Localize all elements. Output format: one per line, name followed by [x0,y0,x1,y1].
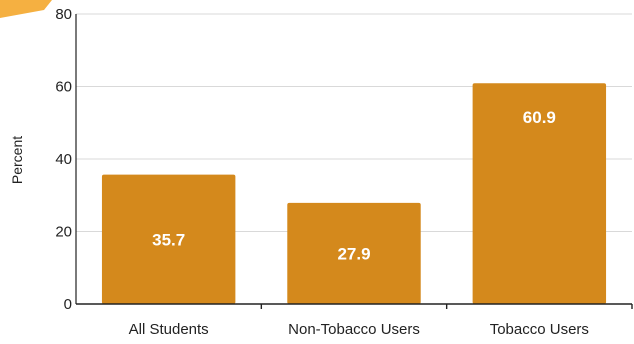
data-labels: 35.7 27.9 60.9 [152,108,556,263]
x-category-labels: All Students Non-Tobacco Users Tobacco Use… [129,321,589,338]
y-axis-label: Percent [9,136,25,184]
bar-2 [472,83,607,304]
axes [75,14,633,309]
y-tick-label-60: 60 [55,79,72,96]
bar-0 [101,174,236,304]
data-label-0: 35.7 [152,230,185,249]
y-tick-labels: 0 20 40 60 80 [55,6,72,313]
bars [101,83,607,304]
data-label-2: 60.9 [523,108,556,127]
x-category-label-2: Tobacco Users [490,321,589,338]
y-tick-label-0: 0 [64,296,72,313]
bar-1 [287,202,421,304]
y-tick-label-20: 20 [55,224,72,241]
y-tick-label-40: 40 [55,151,72,168]
corner-accent-shape [0,0,52,18]
x-category-label-0: All Students [129,321,209,338]
x-category-label-1: Non-Tobacco Users [288,321,420,338]
y-tick-label-80: 80 [55,6,72,23]
data-label-1: 27.9 [337,244,370,263]
